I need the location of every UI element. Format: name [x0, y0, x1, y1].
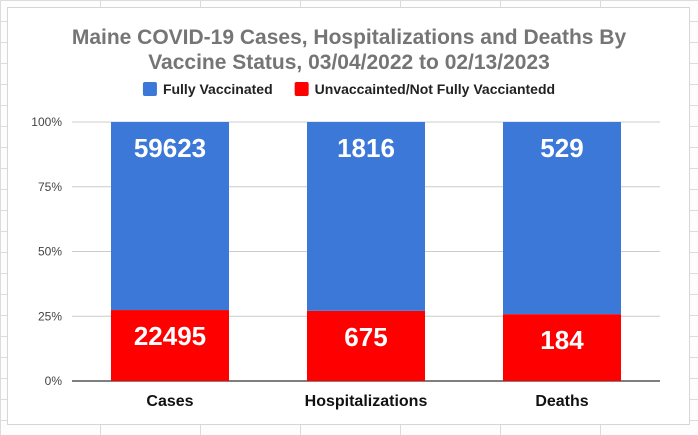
- data-label: 529: [540, 133, 583, 163]
- data-label: 22495: [134, 321, 206, 351]
- y-tick-label: 0%: [45, 374, 63, 388]
- data-label: 675: [344, 322, 387, 352]
- legend-swatch: [142, 82, 157, 96]
- y-tick-label: 100%: [31, 115, 62, 129]
- x-axis-categories: Cases Hospitalizations Deaths: [146, 393, 588, 410]
- x-category-label: Cases: [146, 393, 193, 410]
- y-axis-ticks: 0% 25% 50% 75% 100%: [31, 115, 62, 388]
- x-category-label: Deaths: [535, 393, 588, 410]
- bar-segment: [503, 122, 621, 315]
- bars: [111, 122, 621, 381]
- chart-title-line-2: Vaccine Status, 03/04/2022 to 02/13/2023: [148, 51, 550, 74]
- data-label: 184: [540, 325, 584, 355]
- bar-segment: [307, 310, 425, 381]
- data-labels: 22495 59623 675 1816 184 529: [134, 133, 584, 355]
- chart-title-line-1: Maine COVID-19 Cases, Hospitalizations a…: [72, 26, 627, 49]
- legend-label: Unvaccainted/Not Fully Vacciantedd: [315, 81, 555, 97]
- legend-label: Fully Vaccinated: [163, 81, 273, 97]
- data-label: 59623: [134, 133, 206, 163]
- legend: Fully Vaccinated Unvaccainted/Not Fully V…: [142, 81, 555, 97]
- y-tick-label: 75%: [38, 180, 62, 194]
- bar-segment: [111, 122, 229, 311]
- data-label: 1816: [337, 133, 395, 163]
- bar-segment: [307, 122, 425, 311]
- y-tick-label: 25%: [38, 309, 62, 323]
- bar-segment: [111, 310, 229, 381]
- legend-swatch: [294, 82, 309, 96]
- y-tick-label: 50%: [38, 245, 62, 259]
- x-category-label: Hospitalizations: [305, 393, 428, 410]
- bar-segment: [503, 314, 621, 381]
